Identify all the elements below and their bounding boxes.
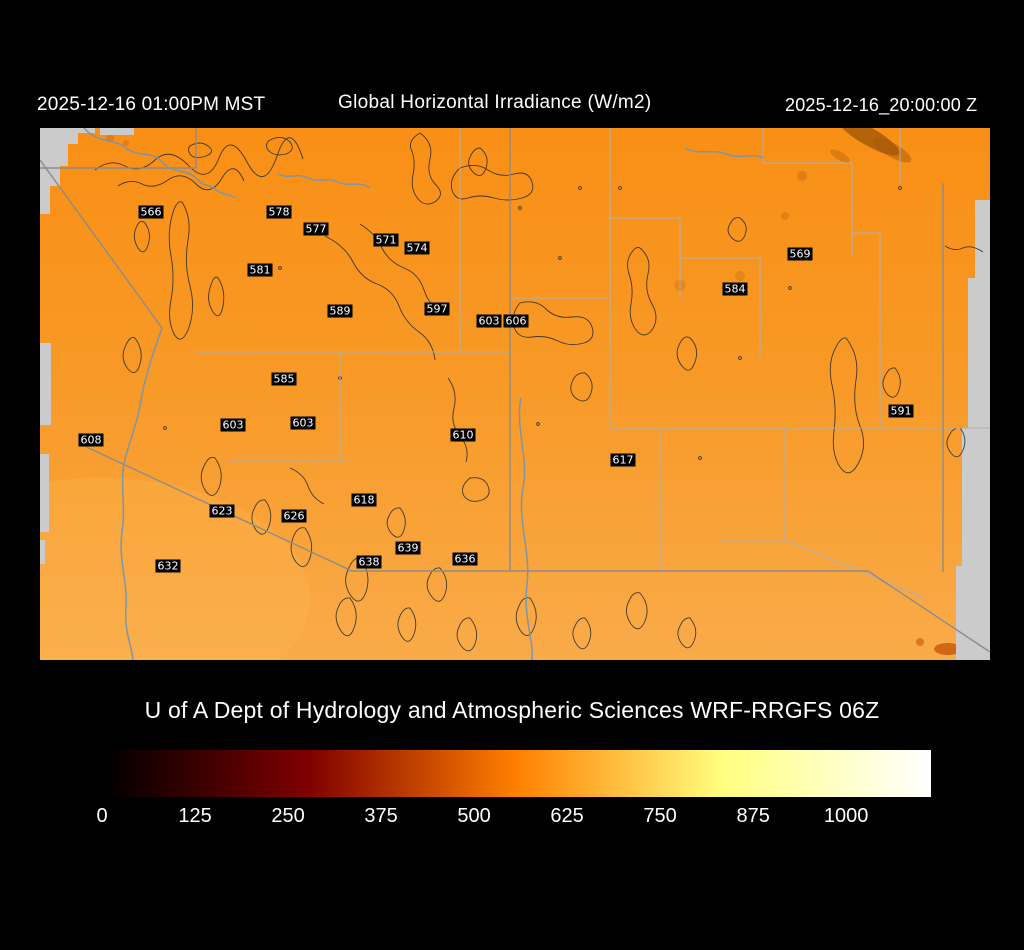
colorbar-tick-label: 750	[643, 805, 677, 827]
station-value-label: 569	[787, 247, 813, 261]
irradiance-contours	[94, 132, 984, 652]
station-value-label: 577	[303, 222, 329, 236]
station-value-label: 584	[722, 282, 748, 296]
colorbar-ticks: 0 125 250 375 500 625 750 875 1000	[96, 805, 931, 833]
rivers	[83, 128, 765, 660]
county-lines	[196, 128, 990, 599]
station-value-label: 571	[373, 233, 399, 247]
irradiance-map: 566 578 577 571 574 581 569 584 589 597 603 606 585 6…	[40, 128, 990, 660]
station-value-label: 597	[424, 302, 450, 316]
colorbar-tick-label: 1000	[823, 805, 869, 827]
out-of-domain-mask	[40, 128, 990, 660]
colorbar-tick-label: 875	[736, 805, 770, 827]
colorbar-gradient	[102, 750, 931, 797]
station-labels: 566 578 577 571 574 581 569 584 589 597 603 606 585 6…	[40, 128, 990, 660]
station-value-label: 623	[209, 504, 235, 518]
plot-title: Global Horizontal Irradiance (W/m2)	[338, 92, 652, 113]
utc-datetime-label: 2025-12-16_20:00:00 Z	[785, 95, 978, 115]
station-value-label: 603	[476, 314, 502, 328]
colorbar-tick-label: 500	[457, 805, 491, 827]
station-value-label: 585	[271, 372, 297, 386]
colorbar-tick-label: 0	[96, 805, 108, 827]
station-value-label: 578	[266, 205, 292, 219]
colorbar-tick-label: 375	[364, 805, 398, 827]
station-value-label: 574	[404, 241, 430, 255]
station-value-label: 606	[503, 314, 529, 328]
colorbar-tick-label: 625	[550, 805, 584, 827]
colorbar-tick-label: 250	[271, 805, 305, 827]
station-value-label: 589	[327, 304, 353, 318]
station-value-label: 632	[155, 559, 181, 573]
station-value-label: 618	[351, 493, 377, 507]
station-value-label: 626	[281, 509, 307, 523]
station-value-label: 617	[610, 453, 636, 467]
station-value-label: 591	[888, 404, 914, 418]
local-datetime-label: 2025-12-16 01:00PM MST	[37, 94, 266, 115]
colorbar-tick-label: 125	[178, 805, 212, 827]
station-value-label: 608	[78, 433, 104, 447]
station-value-label: 638	[356, 555, 382, 569]
station-value-label: 639	[395, 541, 421, 555]
map-canvas	[40, 128, 990, 660]
station-value-label: 603	[220, 418, 246, 432]
attribution-caption: U of A Dept of Hydrology and Atmospheric…	[144, 697, 880, 723]
station-value-label: 566	[138, 205, 164, 219]
station-value-label: 610	[450, 428, 476, 442]
station-value-label: 636	[452, 552, 478, 566]
station-value-label: 581	[247, 263, 273, 277]
station-value-label: 603	[290, 416, 316, 430]
